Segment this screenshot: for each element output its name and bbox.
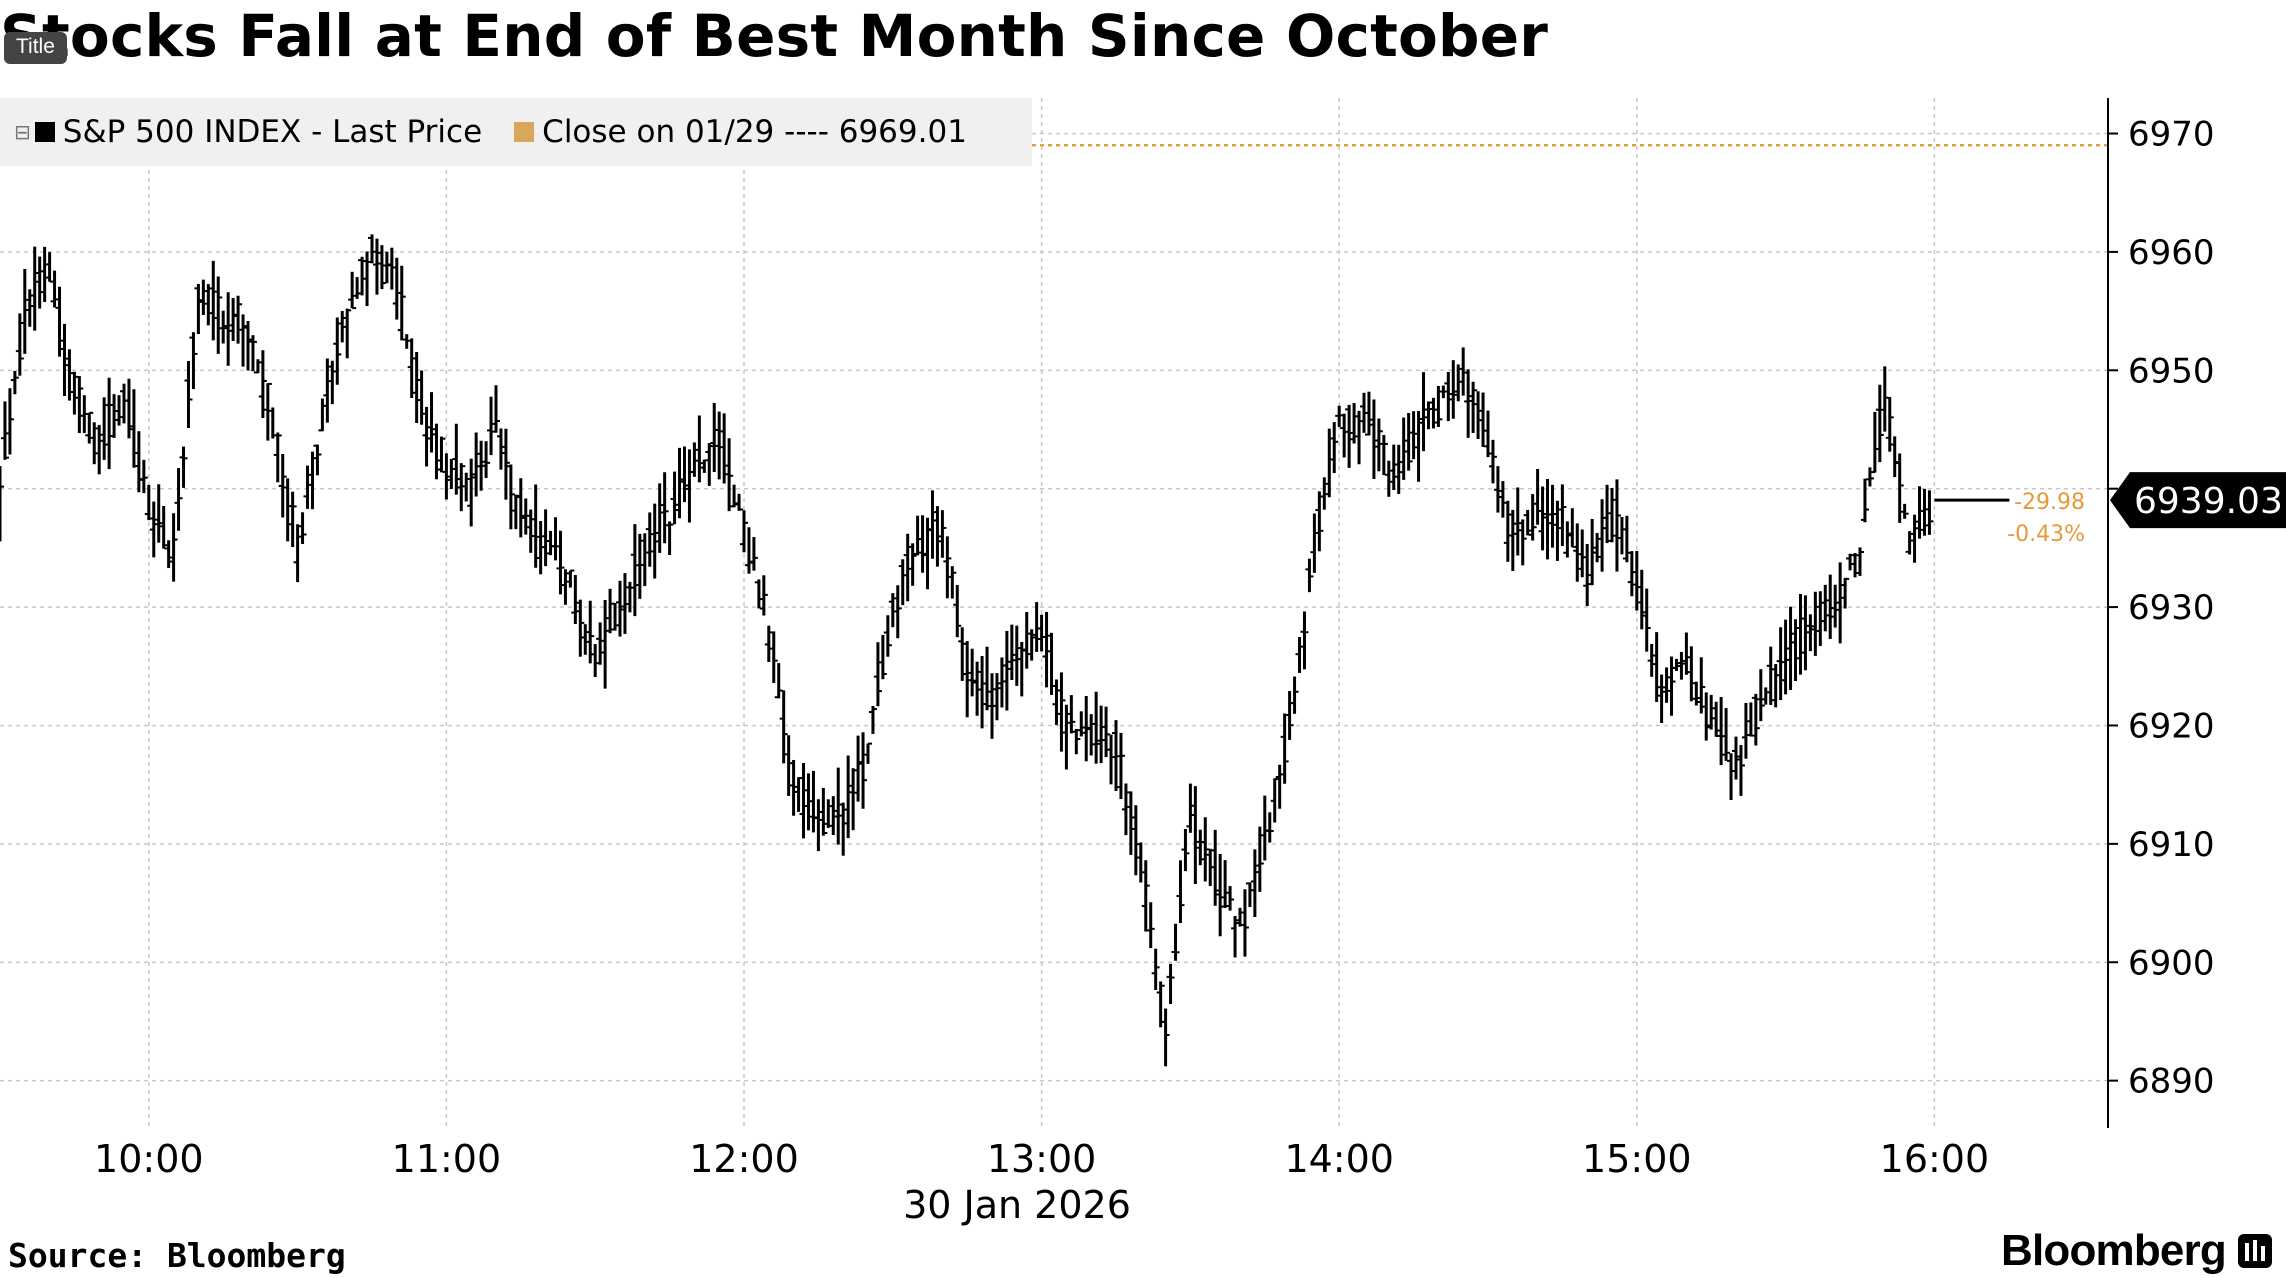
price-bars — [0, 234, 1934, 1067]
change-value: -29.98 — [2014, 490, 2085, 515]
chart-title: Stocks Fall at End of Best Month Since O… — [0, 2, 1549, 70]
x-tick-label: 10:00 — [94, 1137, 204, 1181]
x-axis-ticks: 10:00 11:00 12:00 13:00 14:00 15:00 16:00 — [94, 1137, 1989, 1181]
x-tick-label: 16:00 — [1880, 1137, 1990, 1181]
source-note: Source: Bloomberg — [8, 1236, 346, 1275]
close-swatch-icon — [514, 122, 535, 142]
legend-close-label: Close on 01/29 ---- 6969.01 — [542, 114, 967, 150]
x-tick-label: 11:00 — [392, 1137, 502, 1181]
title-tag: Title — [4, 32, 67, 64]
x-tick-label: 15:00 — [1582, 1137, 1692, 1181]
bloomberg-logo: Bloomberg — [2001, 1226, 2272, 1276]
pin-icon[interactable]: ⊟ — [14, 120, 31, 144]
x-tick-label: 14:00 — [1284, 1137, 1394, 1181]
series-swatch-icon — [34, 122, 55, 142]
chart-gridlines — [0, 98, 2108, 1128]
y-tick-label: 6950 — [2128, 351, 2215, 391]
x-tick-label: 12:00 — [689, 1137, 799, 1181]
bloomberg-mark-icon — [2238, 1234, 2272, 1268]
change-percent: -0.43% — [2007, 522, 2085, 547]
legend-series-label: S&P 500 INDEX - Last Price — [62, 114, 483, 150]
legend-item-series: S&P 500 INDEX - Last Price — [34, 114, 483, 150]
y-tick-label: 6890 — [2128, 1062, 2215, 1102]
x-tick-label: 13:00 — [987, 1137, 1097, 1181]
brand-wordmark: Bloomberg — [2000, 1226, 2227, 1275]
y-tick-label: 6930 — [2128, 588, 2215, 628]
last-price-tag: 6939.03 — [2110, 472, 2286, 529]
y-tick-label: 6970 — [2128, 115, 2215, 155]
y-tick-label: 6920 — [2128, 706, 2215, 746]
chart-legend: ⊟ S&P 500 INDEX - Last Price Close on 01… — [0, 98, 1032, 166]
y-axis-ticks: 689069006910692069306940695069606970 — [2108, 115, 2215, 1102]
y-tick-label: 6960 — [2128, 233, 2215, 273]
legend-item-close: Close on 01/29 ---- 6969.01 — [514, 114, 967, 150]
y-tick-label: 6910 — [2128, 825, 2215, 865]
last-price-value: 6939.03 — [2134, 481, 2283, 522]
x-axis-date-label: 30 Jan 2026 — [903, 1183, 1131, 1227]
y-tick-label: 6900 — [2128, 943, 2215, 983]
